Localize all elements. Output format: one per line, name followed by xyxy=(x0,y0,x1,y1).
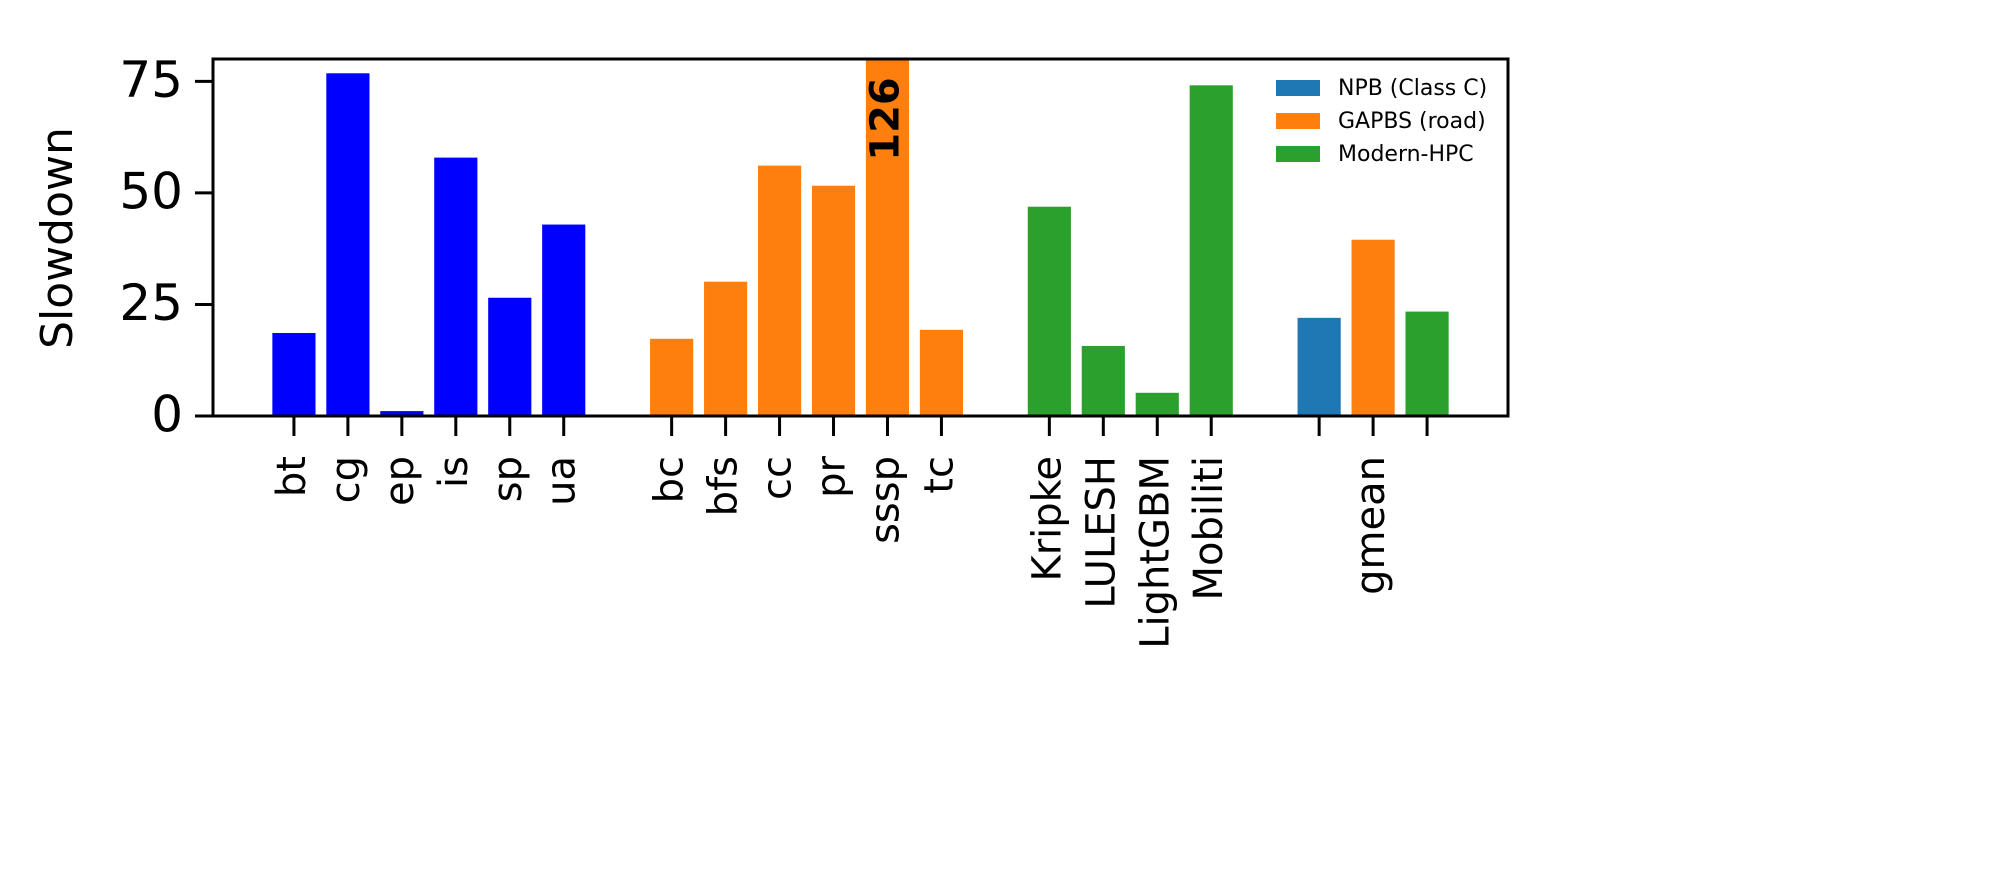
x-tick-label: ep xyxy=(377,456,423,506)
x-tick-label: sp xyxy=(485,456,531,502)
bar xyxy=(1081,345,1125,416)
x-tick-label: pr xyxy=(809,455,855,497)
y-axis-label: Slowdown xyxy=(32,127,83,349)
x-tick-label: ua xyxy=(539,456,585,506)
bar xyxy=(1405,311,1449,416)
plot-frame xyxy=(211,57,1510,418)
bar xyxy=(1297,317,1341,416)
x-tick-label: Mobiliti xyxy=(1186,456,1232,601)
x-tick-label: cc xyxy=(755,456,801,500)
y-tick-label: 25 xyxy=(119,274,183,332)
bar xyxy=(542,224,586,416)
x-tick-label: bt xyxy=(269,456,315,497)
bar xyxy=(380,411,424,416)
bar xyxy=(650,338,694,416)
x-tick-label: LightGBM xyxy=(1132,456,1178,649)
bar xyxy=(704,281,748,416)
legend-label: Modern-HPC xyxy=(1338,142,1474,167)
x-tick-label: is xyxy=(431,456,477,488)
bar xyxy=(1027,206,1071,416)
x-tick-label: sssp xyxy=(862,456,908,544)
x-tick-label: bfs xyxy=(701,456,747,516)
bar xyxy=(272,332,316,416)
bar xyxy=(757,165,802,416)
x-tick-label: tc xyxy=(916,456,962,494)
y-tick-label: 75 xyxy=(119,51,183,109)
bar xyxy=(811,185,856,416)
bar xyxy=(1189,85,1233,416)
x-tick-label: LULESH xyxy=(1078,456,1124,609)
legend-label: GAPBS (road) xyxy=(1338,109,1486,134)
x-tick-label: Kripke xyxy=(1024,456,1070,582)
bar xyxy=(1135,392,1179,416)
x-tick-label: cg xyxy=(323,456,369,503)
legend-label: NPB (Class C) xyxy=(1338,76,1487,101)
legend-swatch xyxy=(1276,113,1320,129)
bar xyxy=(865,59,910,416)
y-tick-label: 0 xyxy=(151,386,183,444)
bar xyxy=(919,329,964,416)
x-tick-label: bc xyxy=(647,456,693,503)
bars xyxy=(272,59,1449,416)
legend-swatch xyxy=(1276,80,1320,96)
bar xyxy=(326,73,370,416)
y-tick-label: 50 xyxy=(119,162,183,220)
x-tick-label: gmean xyxy=(1348,456,1394,595)
bar xyxy=(1351,239,1395,416)
bar xyxy=(488,297,532,416)
legend-swatch xyxy=(1276,146,1320,162)
bar xyxy=(434,157,478,416)
value-label: 126 xyxy=(862,77,908,161)
